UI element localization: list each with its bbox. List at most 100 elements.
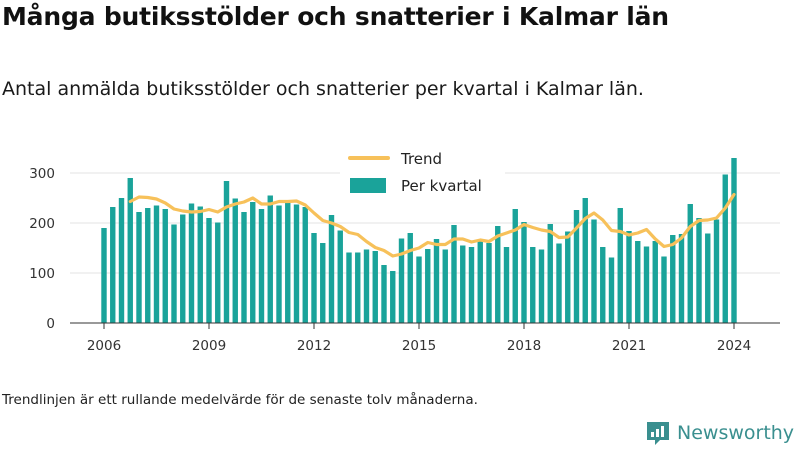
bar: [267, 195, 273, 323]
bar-series: [101, 158, 737, 323]
bar: [538, 249, 545, 323]
bar: [678, 234, 685, 323]
bar: [320, 243, 326, 323]
bar: [713, 219, 720, 323]
bar: [285, 202, 291, 323]
bar: [547, 224, 553, 323]
footnote: Trendlinjen är ett rullande medelvärde f…: [2, 392, 478, 408]
bar: [153, 205, 160, 323]
bar: [101, 228, 107, 323]
bar: [433, 239, 440, 323]
bar: [232, 198, 238, 323]
bar: [162, 209, 168, 323]
bar: [512, 209, 518, 323]
bar: [670, 235, 676, 323]
y-tick-label: 300: [29, 166, 55, 182]
bar: [363, 249, 370, 323]
bar: [696, 218, 702, 323]
bar: [573, 210, 580, 323]
trend-series: [128, 192, 736, 258]
bar: [110, 207, 116, 323]
axes: 0 100 200 300 2006 2009 2012 2015 2018 2021 2024: [29, 166, 780, 354]
bar: [118, 198, 125, 323]
legend: Trend Per kvartal: [340, 142, 505, 204]
bar: [171, 224, 177, 323]
bar: [250, 202, 256, 323]
brand[interactable]: Newsworthy: [645, 418, 794, 448]
bar: [355, 252, 361, 323]
bar: [425, 249, 431, 323]
chart-title: Många butiksstölder och snatterier i Kal…: [2, 2, 669, 31]
bar: [731, 158, 737, 323]
bar: [215, 222, 221, 323]
bar: [652, 241, 658, 323]
bar: [311, 233, 317, 323]
chart-subtitle: Antal anmälda butiksstölder och snatteri…: [2, 78, 644, 100]
y-tick-label: 100: [29, 266, 55, 282]
bar: [276, 205, 282, 323]
bar: [556, 243, 562, 323]
brand-name: Newsworthy: [677, 422, 795, 444]
legend-label-trend: Trend: [400, 150, 442, 168]
bar: [451, 225, 457, 323]
bar: [206, 218, 212, 323]
newsworthy-logo-icon: [647, 422, 669, 445]
bar: [495, 226, 501, 323]
bar: [460, 245, 466, 323]
y-tick-label: 0: [46, 316, 55, 332]
bar: [180, 214, 186, 323]
bar: [346, 252, 352, 323]
bar: [521, 222, 527, 323]
bar: [468, 247, 475, 323]
bar: [442, 249, 448, 323]
x-tick-label: 2009: [192, 338, 226, 354]
bar: [407, 233, 413, 323]
bar: [486, 243, 492, 323]
bar: [241, 212, 247, 323]
bar: [608, 257, 615, 323]
legend-background: [340, 142, 505, 204]
bar: [197, 206, 203, 323]
bar: [600, 247, 606, 323]
chart: 0 100 200 300 2006 2009 2012 2015 2018 2021 2024 T…: [29, 142, 780, 354]
bar: [565, 231, 571, 323]
x-tick-label: 2021: [612, 338, 646, 354]
bar: [223, 181, 230, 323]
bar: [136, 212, 142, 323]
x-tick-label: 2006: [87, 338, 121, 354]
x-tick-label: 2024: [717, 338, 751, 354]
bar: [381, 265, 387, 323]
bar: [302, 207, 308, 323]
bar: [477, 241, 483, 323]
bar: [127, 178, 133, 323]
bar: [661, 256, 667, 323]
bar: [188, 203, 195, 323]
x-tick-label: 2012: [297, 338, 331, 354]
bar: [705, 233, 711, 323]
bar: [617, 208, 623, 323]
bar: [337, 230, 343, 323]
x-tick-label: 2015: [402, 338, 436, 354]
bar: [328, 215, 335, 323]
bar: [390, 271, 396, 323]
y-tick-label: 200: [29, 216, 55, 232]
bar: [687, 204, 693, 323]
legend-label-bars: Per kvartal: [401, 177, 482, 195]
bar: [503, 247, 510, 323]
bar: [626, 231, 632, 323]
bar: [635, 241, 641, 323]
trend-line: [128, 192, 736, 258]
bar: [372, 251, 378, 323]
bar: [591, 219, 597, 323]
bar: [416, 256, 422, 323]
bar: [398, 238, 405, 323]
bar: [145, 208, 151, 323]
bar: [582, 198, 588, 323]
bar: [722, 174, 728, 323]
bar: [293, 204, 300, 323]
bar: [258, 209, 265, 323]
x-tick-label: 2018: [507, 338, 541, 354]
bar: [643, 246, 650, 323]
bar: [530, 247, 536, 323]
legend-swatch-bars: [350, 178, 386, 193]
